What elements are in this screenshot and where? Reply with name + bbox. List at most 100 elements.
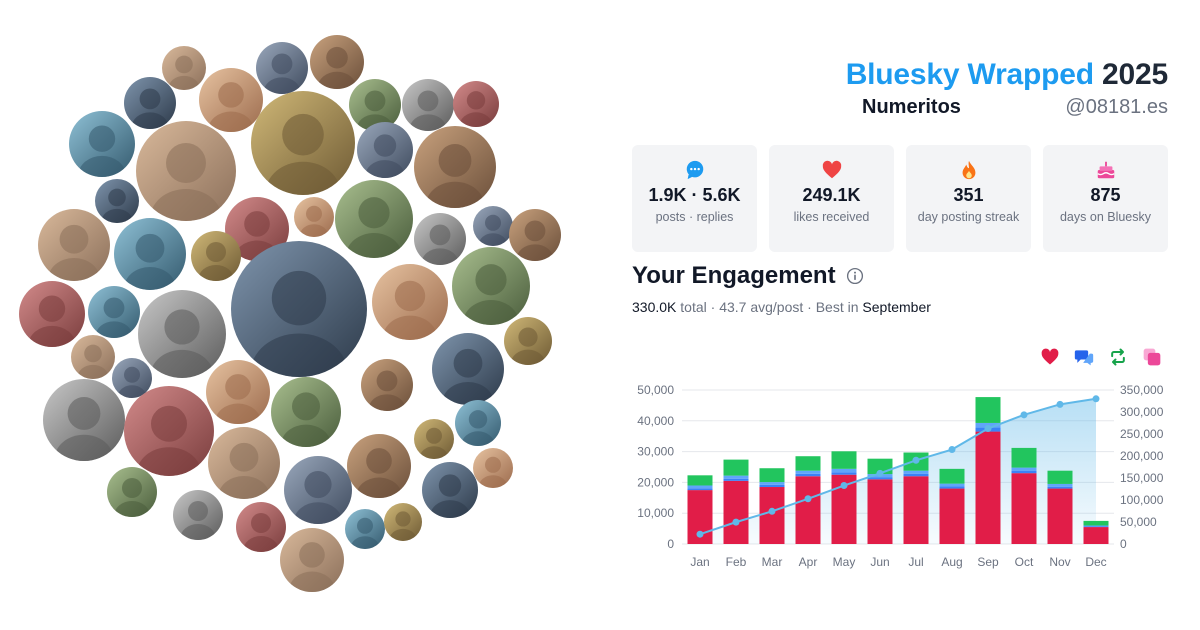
avatar[interactable] <box>124 77 176 129</box>
avatar[interactable] <box>208 427 280 499</box>
avatar[interactable] <box>473 448 513 488</box>
avatar[interactable] <box>271 377 341 447</box>
avatar[interactable] <box>455 400 501 446</box>
avatar[interactable] <box>310 35 364 89</box>
avatar[interactable] <box>136 121 236 221</box>
profile-row: Numeritos @08181.es <box>632 94 1168 120</box>
avatar[interactable] <box>357 122 413 178</box>
bar-segment <box>687 475 713 486</box>
avatar[interactable] <box>294 197 334 237</box>
avatar[interactable] <box>402 79 454 131</box>
avatar[interactable] <box>384 503 422 541</box>
bar-segment <box>1083 520 1109 526</box>
y-tick-label: 50,000 <box>637 383 674 397</box>
bar-segment <box>1011 473 1037 544</box>
avatar[interactable] <box>114 218 186 290</box>
avatar[interactable] <box>509 209 561 261</box>
avatar[interactable] <box>124 386 214 476</box>
avatar[interactable] <box>236 502 286 552</box>
bar-segment <box>1011 447 1037 468</box>
avatar[interactable] <box>335 180 413 258</box>
avatar[interactable] <box>256 42 308 94</box>
avatar[interactable] <box>19 281 85 347</box>
engagement-total-label: total <box>680 299 707 315</box>
engagement-summary: 330.0K total · 43.7 avg/post · Best in S… <box>632 299 931 315</box>
y-tick-label: 10,000 <box>637 506 674 520</box>
bar-segment <box>759 484 785 488</box>
avatar[interactable] <box>43 379 125 461</box>
avatar[interactable] <box>504 317 552 365</box>
avatar[interactable] <box>414 213 466 265</box>
x-tick-label: Jan <box>690 555 709 569</box>
avatar[interactable] <box>345 509 385 549</box>
avatar[interactable] <box>452 247 530 325</box>
avatar[interactable] <box>199 68 263 132</box>
x-tick-label: Mar <box>762 555 783 569</box>
engagement-total: 330.0K <box>632 299 677 315</box>
bar-segment <box>975 397 1001 423</box>
bar-segment <box>867 477 893 480</box>
bar-segment <box>939 488 965 544</box>
cumulative-point <box>948 446 956 454</box>
avatar[interactable] <box>107 467 157 517</box>
avatar[interactable] <box>414 126 496 208</box>
x-tick-label: Nov <box>1049 555 1070 569</box>
avatar[interactable] <box>38 209 110 281</box>
engagement-best-month: September <box>862 299 931 315</box>
engagement-best-prefix: Best in <box>815 299 859 315</box>
engagement-heading: Your Engagement <box>632 262 836 289</box>
x-tick-label: Dec <box>1085 555 1106 569</box>
avatar[interactable] <box>173 490 223 540</box>
bar-segment <box>795 456 821 471</box>
y2-tick-label: 50,000 <box>1120 515 1157 529</box>
y2-tick-label: 0 <box>1120 537 1127 551</box>
x-tick-label: Oct <box>1015 555 1034 569</box>
cumulative-point <box>804 495 812 503</box>
year-label: 2025 <box>1102 58 1168 91</box>
info-icon[interactable] <box>846 267 864 285</box>
cake-icon <box>1096 161 1115 179</box>
avatar[interactable] <box>414 419 454 459</box>
avatar[interactable] <box>372 264 448 340</box>
y2-tick-label: 300,000 <box>1120 405 1164 419</box>
heart-icon[interactable] <box>1040 347 1060 367</box>
avatar[interactable] <box>71 335 115 379</box>
avatar[interactable] <box>251 91 355 195</box>
avatar[interactable] <box>284 456 352 524</box>
bar-segment <box>939 483 965 487</box>
avatar[interactable] <box>432 333 504 405</box>
avatar[interactable] <box>162 46 206 90</box>
avatar-cloud <box>19 35 561 592</box>
stat-card-days: 875 days on Bluesky <box>1043 145 1168 252</box>
avatar[interactable] <box>88 286 140 338</box>
avatar[interactable] <box>361 359 413 411</box>
bar-segment <box>759 487 785 544</box>
y2-tick-label: 200,000 <box>1120 449 1164 463</box>
avatar[interactable] <box>69 111 135 177</box>
avatar[interactable] <box>231 241 367 377</box>
avatar[interactable] <box>422 462 478 518</box>
reply-icon[interactable] <box>1074 347 1094 367</box>
bar-segment <box>1083 526 1109 528</box>
bar-segment <box>1047 488 1073 544</box>
avatar[interactable] <box>95 179 139 223</box>
cumulative-point <box>1020 411 1028 419</box>
repost-icon[interactable] <box>1108 347 1128 367</box>
quote-icon[interactable] <box>1142 347 1162 367</box>
avatar[interactable] <box>453 81 499 127</box>
stat-card-streak: 351 day posting streak <box>906 145 1031 252</box>
avatar[interactable] <box>206 360 270 424</box>
avatar[interactable] <box>473 206 513 246</box>
bar-segment <box>903 476 929 544</box>
avatar[interactable] <box>280 528 344 592</box>
avatar[interactable] <box>138 290 226 378</box>
x-tick-label: Apr <box>799 555 818 569</box>
bar-segment <box>831 451 857 469</box>
bar-segment <box>903 473 929 477</box>
cumulative-line <box>699 397 1097 536</box>
stat-value: 875 <box>1090 185 1121 205</box>
avatar[interactable] <box>347 434 411 498</box>
avatar[interactable] <box>191 231 241 281</box>
bar-segment <box>975 431 1001 544</box>
bar-segment <box>795 470 821 474</box>
